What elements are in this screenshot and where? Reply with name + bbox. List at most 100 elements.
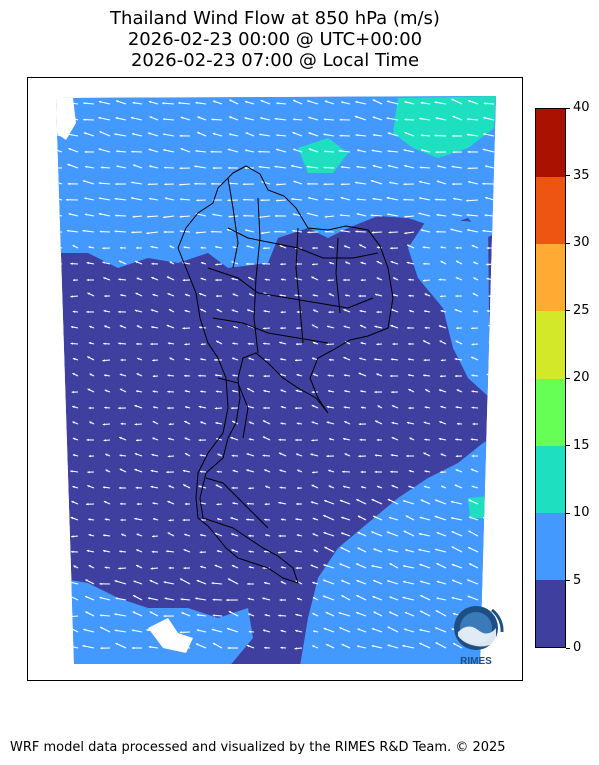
wind-arrow-head: [263, 342, 266, 345]
wind-arrow-head: [485, 564, 488, 567]
wind-arrow-head: [424, 485, 427, 488]
wind-arrow-head: [249, 293, 252, 296]
wind-arrow-head: [146, 231, 149, 235]
wind-arrow-head: [280, 422, 283, 425]
wind-arrow-head: [435, 117, 438, 120]
wind-arrow-head: [182, 279, 185, 282]
wind-arrow-head: [276, 199, 279, 202]
wind-arrow-head: [419, 628, 422, 632]
wind-arrow-head: [120, 246, 123, 250]
wind-arrow-head: [233, 325, 236, 329]
province-line-9: [227, 177, 239, 269]
wind-arrow-head: [246, 262, 249, 266]
wind-arrow-head: [86, 278, 89, 282]
wind-arrow-head: [195, 101, 198, 105]
wind-arrow: [56, 452, 63, 457]
wind-arrow-head: [214, 358, 217, 362]
wind-arrow-head: [419, 642, 422, 645]
wind-arrow-head: [86, 261, 89, 265]
strong-wind-patch-east: [468, 496, 490, 518]
wind-arrow-head: [453, 643, 456, 646]
wind-arrow: [487, 437, 495, 441]
wind-arrow-head: [120, 294, 123, 297]
wind-arrow-head: [115, 214, 118, 217]
colorbar-bin-35-40: [536, 109, 565, 177]
wind-arrow-head: [357, 532, 361, 535]
wind-arrow-head: [455, 469, 459, 472]
wind-arrow-head: [308, 132, 311, 135]
wind-arrow-head: [324, 198, 327, 201]
wind-arrow-head: [436, 230, 439, 233]
wind-arrow-head: [103, 342, 106, 345]
wind-arrow-head: [338, 612, 342, 615]
wind-arrow-head: [310, 453, 313, 456]
wind-arrow-head: [488, 421, 491, 424]
wind-arrow-head: [67, 644, 70, 648]
colorbar-bin-0-5: [536, 579, 565, 647]
wind-arrow-head: [424, 293, 428, 296]
colorbar-tick-label: 20: [573, 370, 590, 385]
wind-arrow-head: [169, 261, 173, 264]
wind-arrow-head: [328, 390, 331, 393]
wind-arrow-head: [227, 148, 231, 151]
wind-arrow-head: [244, 117, 247, 120]
wind-arrow: [488, 420, 495, 425]
wind-arrow-head: [103, 439, 106, 442]
wind-arrow-head: [262, 436, 266, 439]
wind-arrow-head: [167, 532, 171, 535]
wind-arrow-head: [390, 470, 393, 473]
wind-arrow-head: [166, 324, 170, 328]
wind-arrow-head: [324, 230, 328, 233]
wind-arrow-head: [199, 293, 202, 296]
wind-arrow-head: [119, 373, 123, 376]
wind-arrow-head: [226, 598, 229, 602]
wind-arrow-head: [214, 564, 218, 567]
missing-data-gap-1: [56, 98, 76, 140]
wind-arrow-head: [279, 373, 283, 376]
wind-arrow-head: [262, 597, 265, 600]
wind-arrow-head: [295, 566, 298, 570]
wind-arrow-head: [134, 405, 137, 408]
wind-arrow-head: [182, 469, 186, 473]
wind-arrow-head: [467, 579, 470, 582]
wind-arrow-head: [152, 390, 155, 393]
wind-arrow: [488, 390, 495, 393]
wind-arrow-head: [104, 518, 108, 521]
wind-arrow-head: [312, 357, 315, 360]
wind-arrow-head: [56, 324, 59, 327]
wind-arrow-head: [152, 293, 155, 297]
wind-arrow-head: [114, 580, 117, 583]
wind-arrow-head: [387, 626, 390, 629]
wind-arrow-head: [343, 437, 346, 441]
wind-arrow-head: [371, 628, 375, 631]
wind-arrow-head: [83, 628, 86, 631]
wind-arrow-head: [66, 115, 70, 118]
wind-arrow-head: [134, 453, 138, 456]
wind-arrow-head: [296, 326, 299, 330]
wind-arrow-head: [167, 342, 171, 345]
wind-arrow-head: [275, 214, 278, 218]
wind-arrow-head: [200, 277, 204, 280]
wind-arrow-head: [296, 310, 299, 314]
wind-arrow-head: [67, 101, 70, 104]
wind-arrow-head: [248, 357, 251, 360]
wind-arrow-head: [264, 518, 267, 521]
wind-arrow-head: [85, 595, 88, 599]
wind-arrow-head: [71, 535, 74, 538]
wind-arrow-head: [451, 596, 455, 600]
wind-arrow-head: [179, 230, 182, 233]
wind-arrow-head: [340, 183, 344, 186]
wind-arrow-head: [387, 164, 391, 168]
wind-arrow-head: [311, 439, 314, 442]
wind-arrow-head: [307, 182, 310, 186]
wind-arrow-head: [281, 518, 284, 521]
wind-arrow-head: [183, 549, 187, 552]
wind-arrow-head: [115, 182, 118, 186]
wind-arrow-head: [88, 565, 92, 568]
wind-arrow-head: [486, 246, 489, 250]
wind-arrow-head: [440, 471, 443, 474]
wind-arrow-head: [169, 245, 172, 248]
wind-arrow-head: [118, 342, 121, 345]
wind-arrow-head: [485, 165, 488, 168]
wind-arrow-head: [83, 102, 86, 105]
